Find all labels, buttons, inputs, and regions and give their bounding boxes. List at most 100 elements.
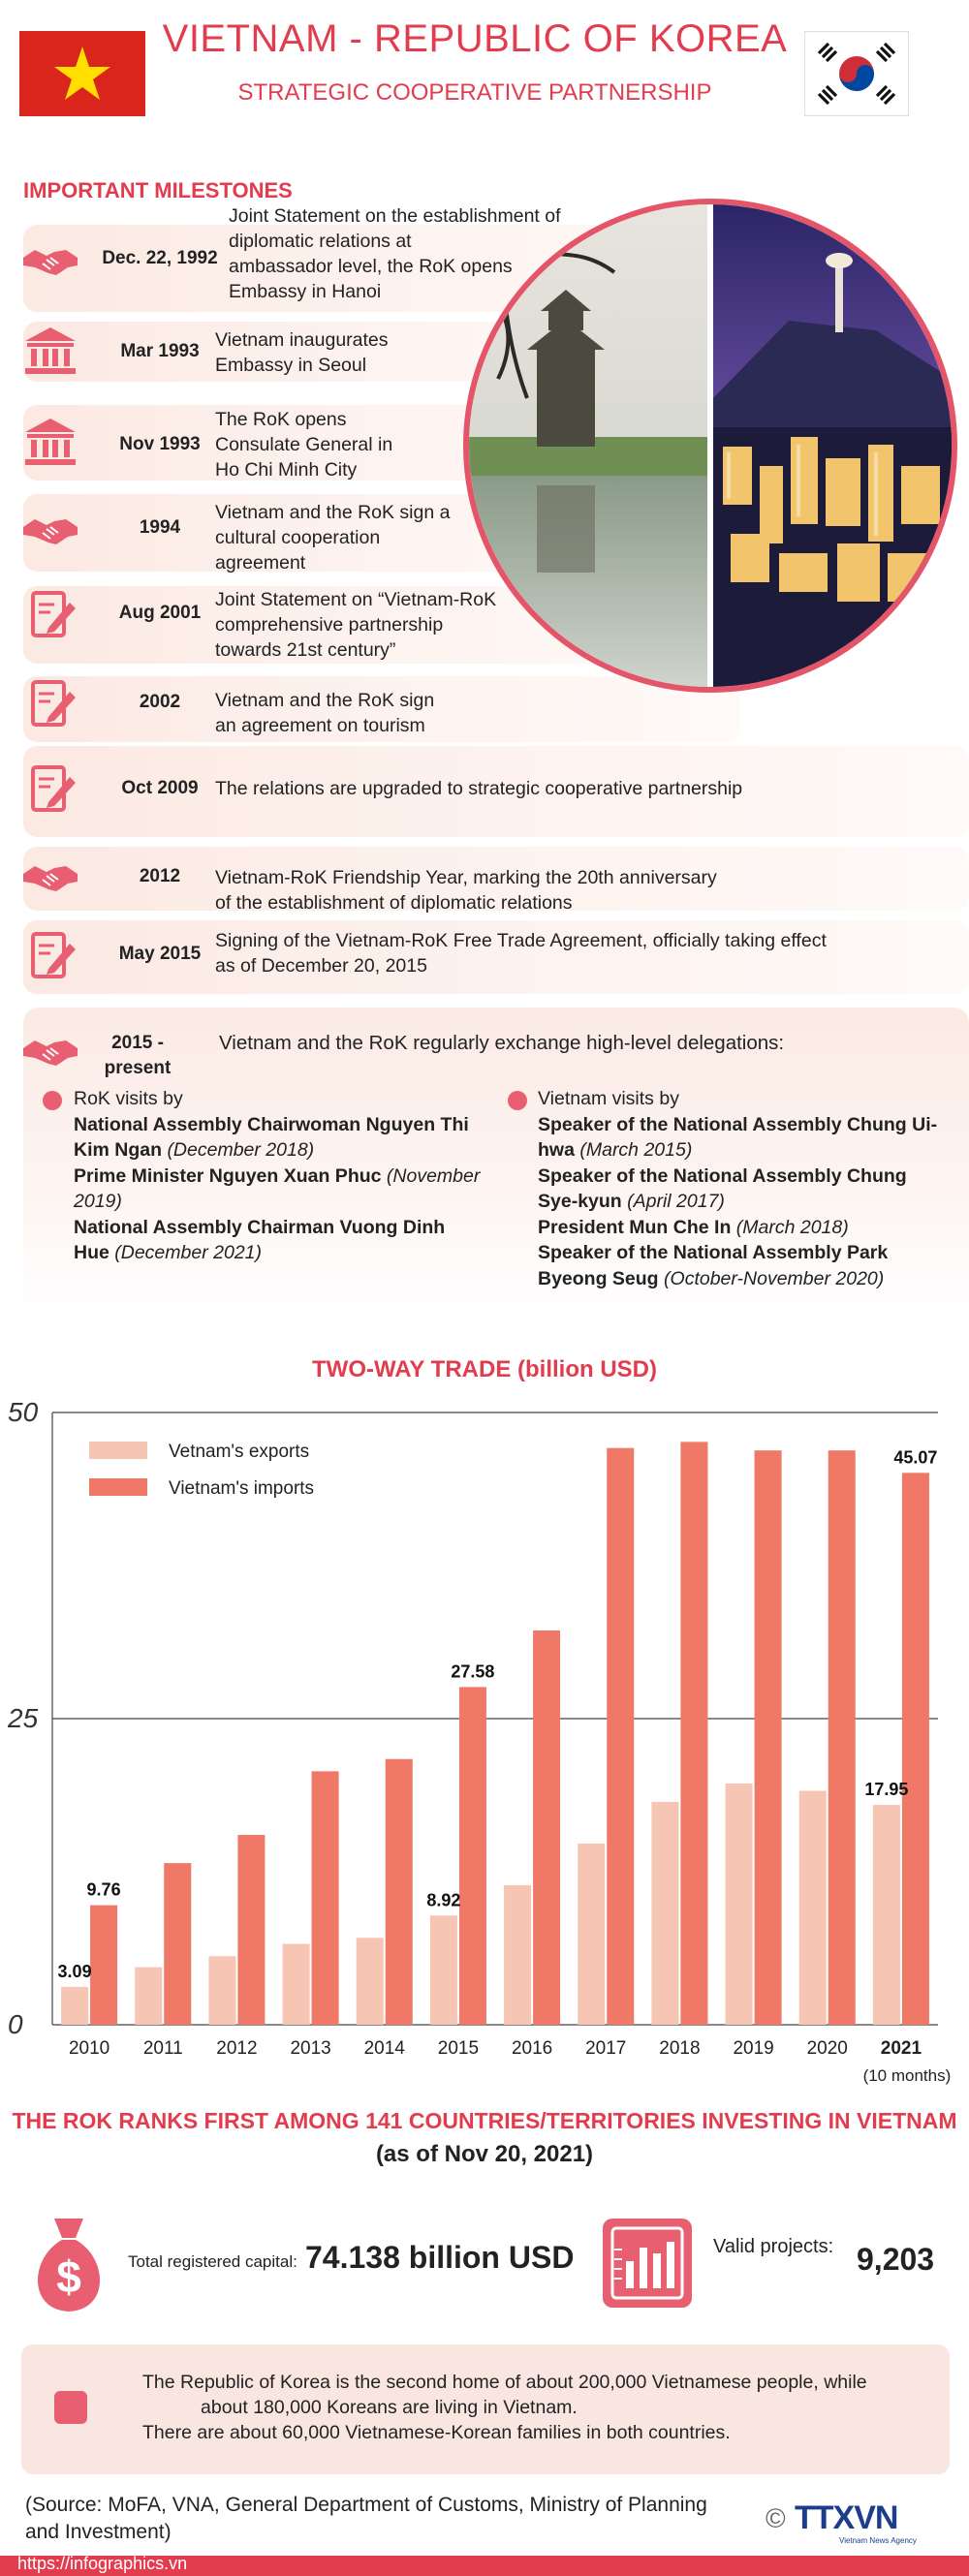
data-label: 3.09 [58, 1962, 92, 1981]
y-tick-label: 50 [8, 1397, 39, 1427]
export-bar [208, 1956, 236, 2025]
milestone-date: Dec. 22, 1992 [102, 248, 218, 268]
svg-text:$: $ [56, 2251, 81, 2302]
data-label: 8.92 [426, 1890, 460, 1909]
handshake-icon [21, 853, 79, 903]
export-bar [135, 1967, 163, 2025]
investment-subheading: (as of Nov 20, 2021) [375, 2141, 594, 2167]
milestone-text: Vietnam and the RoK sign an agreement on … [215, 690, 435, 736]
export-bar [429, 1915, 457, 2025]
import-bar [385, 1758, 413, 2025]
bullet-dot [508, 1091, 527, 1110]
money-bag-icon: $ [25, 2209, 112, 2315]
milestone-text: Joint Statement on “Vietnam-RoK comprehen… [215, 589, 497, 661]
export-bar [504, 1884, 532, 2025]
x-tick-label: 2012 [216, 2038, 257, 2059]
milestone-date: 2002 [139, 692, 181, 712]
import-bar [458, 1687, 486, 2025]
export-bar [282, 1943, 310, 2025]
milestone-date: Nov 1993 [119, 434, 201, 454]
milestone-text: Signing of the Vietnam-RoK Free Trade Ag… [215, 930, 827, 977]
x-tick-label: 2021 [881, 2038, 922, 2059]
import-bar [311, 1771, 339, 2025]
x-tick-label: 2018 [659, 2038, 700, 2059]
milestones-heading: IMPORTANT MILESTONES [23, 178, 293, 202]
milestone-text: Joint Statement on the establishment of d… [229, 205, 561, 302]
import-bar [901, 1473, 929, 2025]
projects-chart-icon [603, 2219, 692, 2308]
community-note: The Republic of Korea is the second home… [21, 2344, 950, 2474]
export-bar [61, 1986, 89, 2025]
export-bar [725, 1783, 753, 2025]
delegations-panel [23, 1008, 969, 1318]
trade-bar-chart: 0 25 50 2010 2011 2012 2013 2014 2015 2016 2017 201… [7, 1397, 952, 2085]
footer-link[interactable]: https://infographics.vn [17, 2554, 188, 2573]
document-sign-icon [21, 678, 79, 729]
milestone-bg [23, 676, 740, 742]
milestone-date: Mar 1993 [120, 341, 200, 361]
import-bar [237, 1835, 266, 2025]
document-sign-icon [21, 763, 79, 814]
x-tick-label: 2017 [585, 2038, 626, 2059]
capital-label: Total registered capital: [128, 2252, 297, 2271]
footer-bar [0, 2556, 969, 2576]
x-tick-note: (10 months) [863, 2066, 952, 2085]
x-tick-label: 2015 [438, 2038, 479, 2059]
x-tick-label: 2011 [143, 2038, 183, 2059]
export-bar [872, 1805, 900, 2025]
copyright-icon: © [766, 2503, 786, 2533]
projects-label: Valid projects: [713, 2236, 834, 2257]
rok-visits-list: RoK visits by National Assembly Chairwom… [74, 1088, 481, 1263]
note-bullet-icon [54, 2391, 87, 2424]
import-bar [828, 1450, 856, 2025]
milestone-bg [23, 847, 969, 911]
milestone-text: Vietnam and the RoK sign a cultural coope… [215, 502, 451, 574]
delegations-date: 2015 - present [104, 1033, 172, 1078]
export-bar [798, 1790, 827, 2025]
source-note: (Source: MoFA, VNA, General Department o… [25, 2494, 707, 2543]
korea-flag-icon [804, 31, 909, 116]
import-bar [607, 1447, 635, 2025]
chart-title: TWO-WAY TRADE (billion USD) [312, 1356, 657, 1382]
vietnam-flag-icon [19, 31, 145, 116]
data-label: 27.58 [451, 1661, 494, 1681]
import-bar [164, 1863, 192, 2025]
milestone-text: Vietnam-RoK Friendship Year, marking the… [215, 867, 717, 914]
import-bar [533, 1629, 561, 2025]
milestone-date: Aug 2001 [118, 603, 202, 623]
milestone-text: The relations are upgraded to strategic … [215, 778, 743, 799]
document-sign-icon [21, 589, 79, 639]
export-bar [578, 1843, 606, 2025]
data-label: 17.95 [864, 1780, 908, 1799]
page-subtitle: STRATEGIC COOPERATIVE PARTNERSHIP [237, 79, 712, 106]
handshake-icon [21, 236, 79, 287]
x-tick-label: 2016 [512, 2038, 552, 2059]
x-tick-label: 2014 [364, 2038, 406, 2059]
projects-value: 9,203 [857, 2242, 935, 2277]
milestone-bg [23, 746, 969, 837]
export-bar [356, 1938, 384, 2025]
x-tick-label: 2013 [290, 2038, 330, 2059]
milestone-text: The RoK opens Consulate General in Ho Chi … [215, 409, 393, 481]
legend-label: Vietnam's imports [169, 1478, 314, 1499]
import-bar [754, 1450, 782, 2025]
agency-logo: TTXVN [795, 2499, 898, 2536]
y-tick-label: 25 [7, 1703, 39, 1733]
capital-value: 74.138 billion USD [305, 2240, 575, 2275]
import-bar [90, 1905, 118, 2025]
legend-label: Vetnam's exports [169, 1442, 309, 1462]
import-bar [680, 1442, 708, 2025]
x-tick-label: 2020 [807, 2038, 848, 2059]
investment-heading: THE ROK RANKS FIRST AMONG 141 COUNTRIES/… [12, 2108, 957, 2133]
milestone-date: 1994 [139, 517, 181, 538]
data-label: 45.07 [893, 1447, 937, 1467]
x-tick-label: 2010 [69, 2038, 109, 2059]
x-tick-label: 2019 [733, 2038, 773, 2059]
vietnam-visits-list: Vietnam visits by Speaker of the Nationa… [538, 1088, 938, 1289]
milestone-date: 2012 [139, 866, 181, 886]
agency-subtitle: Vietnam News Agency [839, 2536, 917, 2545]
embassy-icon [21, 326, 79, 376]
milestone-text: Vietnam inaugurates Embassy in Seoul [215, 329, 389, 376]
milestone-date: Oct 2009 [121, 778, 199, 798]
document-sign-icon [21, 930, 79, 980]
